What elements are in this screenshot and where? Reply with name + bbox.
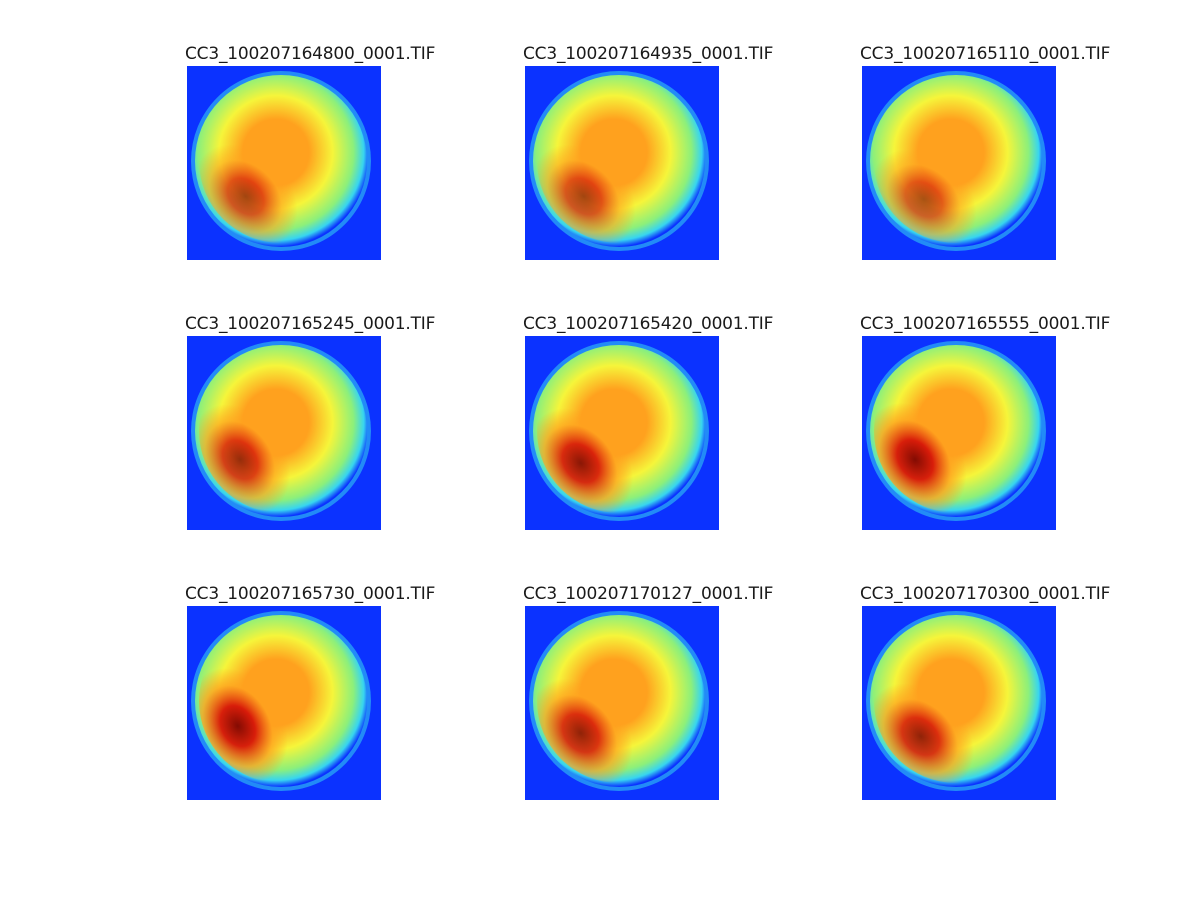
heatmap-image: [862, 336, 1056, 530]
heatmap-image: [525, 66, 719, 260]
panel-title: CC3_100207164800_0001.TIF: [185, 44, 436, 64]
panel-title: CC3_100207165110_0001.TIF: [860, 44, 1111, 64]
heatmap-image: [187, 336, 381, 530]
panel-title: CC3_100207170127_0001.TIF: [523, 584, 774, 604]
panel-title: CC3_100207165730_0001.TIF: [185, 584, 436, 604]
panel-title: CC3_100207165555_0001.TIF: [860, 314, 1111, 334]
heatmap-image: [187, 606, 381, 800]
panel-title: CC3_100207170300_0001.TIF: [860, 584, 1111, 604]
heatmap-image: [187, 66, 381, 260]
heatmap-image: [862, 66, 1056, 260]
panel-title: CC3_100207165420_0001.TIF: [523, 314, 774, 334]
heatmap-image: [525, 606, 719, 800]
panel-title: CC3_100207164935_0001.TIF: [523, 44, 774, 64]
heatmap-image: [862, 606, 1056, 800]
heatmap-image: [525, 336, 719, 530]
panel-title: CC3_100207165245_0001.TIF: [185, 314, 436, 334]
